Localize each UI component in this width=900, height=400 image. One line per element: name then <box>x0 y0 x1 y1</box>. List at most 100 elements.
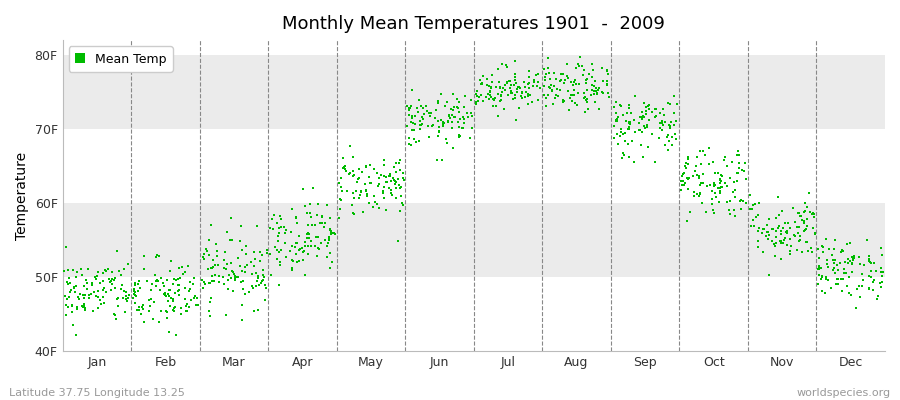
Point <box>796 209 811 216</box>
Point <box>256 277 271 283</box>
Point <box>148 283 163 289</box>
Point <box>778 229 793 235</box>
Point <box>504 88 518 94</box>
Point <box>446 107 460 114</box>
Point <box>113 272 128 278</box>
Point <box>272 225 286 231</box>
Point <box>273 262 287 268</box>
Point <box>476 73 491 79</box>
Point <box>206 278 220 284</box>
Point <box>310 212 324 218</box>
Point <box>250 275 265 281</box>
Point <box>380 178 394 185</box>
Point <box>436 119 450 126</box>
Point <box>789 247 804 253</box>
Point <box>263 224 277 231</box>
Point <box>771 223 786 229</box>
Point <box>529 82 544 89</box>
Point <box>107 285 122 292</box>
Point <box>527 79 542 86</box>
Point <box>590 91 604 97</box>
Point <box>717 154 732 160</box>
Point <box>480 82 494 89</box>
Point <box>366 192 381 199</box>
Point <box>425 123 439 130</box>
Point <box>844 260 859 266</box>
Point <box>625 138 639 144</box>
Point <box>755 229 770 236</box>
Point <box>550 86 564 92</box>
Point <box>185 281 200 288</box>
Point <box>569 65 583 71</box>
Point <box>731 169 745 176</box>
Point <box>655 120 670 126</box>
Point <box>445 119 459 125</box>
Point <box>219 312 233 318</box>
Point <box>608 118 623 124</box>
Point <box>852 282 867 289</box>
Point <box>555 96 570 103</box>
Point <box>452 99 466 105</box>
Point <box>59 278 74 285</box>
Point <box>508 58 523 64</box>
Point <box>864 260 878 266</box>
Point <box>249 270 264 276</box>
Point <box>454 116 468 122</box>
Point <box>246 285 260 292</box>
Point <box>774 228 788 235</box>
Point <box>771 194 786 200</box>
Point <box>326 230 340 236</box>
Point <box>238 269 252 275</box>
Point <box>819 276 833 282</box>
Point <box>786 205 800 211</box>
Point <box>295 186 310 192</box>
Point <box>388 195 402 202</box>
Point <box>492 79 507 85</box>
Point <box>769 214 783 221</box>
Point <box>75 303 89 310</box>
Point <box>445 106 459 112</box>
Point <box>716 173 730 179</box>
Point <box>481 91 495 97</box>
Point <box>285 256 300 263</box>
Point <box>561 75 575 81</box>
Point <box>779 228 794 234</box>
Point <box>74 266 88 272</box>
Point <box>89 276 104 282</box>
Point <box>220 229 234 235</box>
Point <box>205 272 220 279</box>
Point <box>599 80 614 87</box>
Point <box>579 76 593 83</box>
Point <box>419 108 434 114</box>
Point <box>728 212 742 219</box>
Point <box>483 88 498 94</box>
Point <box>723 174 737 181</box>
Point <box>61 294 76 300</box>
Point <box>298 239 312 245</box>
Point <box>495 61 509 68</box>
Point <box>309 234 323 240</box>
Point <box>774 256 788 262</box>
Point <box>469 98 483 105</box>
Point <box>235 247 249 254</box>
Point <box>277 230 292 236</box>
Point <box>300 235 314 241</box>
Point <box>405 127 419 133</box>
Point <box>82 295 96 302</box>
Point <box>491 113 506 120</box>
Point <box>349 188 364 194</box>
Point <box>652 120 667 126</box>
Point <box>835 247 850 253</box>
Point <box>255 252 269 258</box>
Point <box>812 266 826 272</box>
Point <box>541 92 555 98</box>
Point <box>284 243 299 249</box>
Point <box>202 237 217 244</box>
Point <box>824 252 839 258</box>
Point <box>335 187 349 194</box>
Point <box>144 295 158 302</box>
Point <box>127 286 141 292</box>
Point <box>748 200 762 207</box>
Point <box>396 169 410 176</box>
Point <box>107 274 122 281</box>
